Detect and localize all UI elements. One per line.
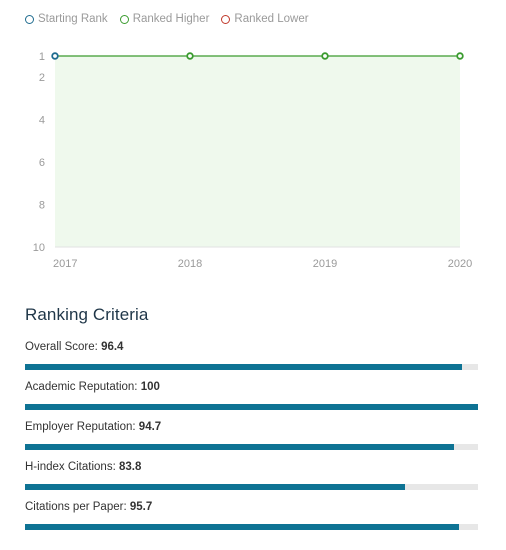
criterion-employer-reputation: Employer Reputation: 94.7 — [25, 420, 478, 460]
ranking-criteria-list: Overall Score: 96.4 Academic Reputation:… — [25, 340, 478, 540]
score-bar-track — [25, 524, 478, 530]
x-tick-label: 2020 — [448, 258, 472, 270]
score-bar-track — [25, 444, 478, 450]
criterion-label: Academic Reputation: — [25, 381, 138, 393]
criterion-score: 83.8 — [118, 461, 142, 473]
rank-history-chart: 1 2 4 6 8 10 2017 2018 2019 2020 — [33, 51, 472, 270]
score-bar-track — [25, 364, 478, 370]
criterion-label: Overall Score: — [25, 341, 98, 353]
criterion-h-index-citations: H-index Citations: 83.8 — [25, 460, 478, 500]
x-tick-label: 2019 — [313, 258, 337, 270]
y-tick-label: 4 — [39, 115, 45, 127]
rank-point-2020[interactable] — [456, 52, 464, 60]
score-bar-fill — [25, 444, 454, 450]
criterion-label: Employer Reputation: — [25, 421, 136, 433]
legend-label-ranked-lower: Ranked Lower — [234, 13, 309, 25]
y-tick-label: 8 — [39, 200, 45, 212]
score-bar-fill — [25, 524, 459, 530]
criterion-label: H-index Citations: — [25, 461, 116, 473]
plot-area — [55, 56, 460, 247]
y-tick-label: 2 — [39, 72, 45, 84]
criterion-score: 96.4 — [101, 341, 124, 353]
x-tick-label: 2018 — [178, 258, 202, 270]
rank-point-2018[interactable] — [186, 52, 194, 60]
chart-legend: Starting Rank Ranked Higher Ranked Lower — [25, 11, 309, 27]
criterion-academic-reputation: Academic Reputation: 100 — [25, 380, 478, 420]
ranked-lower-marker-icon — [221, 14, 231, 24]
starting-rank-marker-icon — [25, 14, 34, 24]
legend-item-ranked-higher[interactable]: Ranked Higher — [119, 13, 210, 25]
criterion-score: 100 — [140, 381, 160, 393]
score-bar-fill — [25, 364, 462, 370]
score-bar-fill — [25, 404, 478, 410]
legend-label-ranked-higher: Ranked Higher — [132, 13, 210, 25]
criterion-score: 94.7 — [138, 421, 162, 433]
x-tick-label: 2017 — [53, 258, 77, 270]
y-tick-label: 6 — [39, 157, 45, 169]
rank-point-2017[interactable] — [51, 52, 59, 60]
criterion-label: Citations per Paper: — [25, 501, 127, 513]
criterion-overall-score: Overall Score: 96.4 — [25, 340, 478, 380]
y-tick-label: 1 — [39, 51, 45, 63]
rank-point-2019[interactable] — [321, 52, 329, 60]
ranking-criteria-title: Ranking Criteria — [25, 305, 149, 324]
criterion-score: 95.7 — [129, 501, 153, 513]
legend-item-ranked-lower[interactable]: Ranked Lower — [221, 13, 309, 25]
score-bar-track — [25, 404, 478, 410]
score-bar-fill — [25, 484, 405, 490]
criterion-citations-per-paper: Citations per Paper: 95.7 — [25, 500, 478, 540]
legend-label-starting-rank: Starting Rank — [38, 13, 108, 25]
y-tick-label: 10 — [33, 242, 45, 254]
legend-item-starting-rank[interactable]: Starting Rank — [25, 13, 108, 25]
ranked-higher-marker-icon — [119, 14, 129, 24]
score-bar-track — [25, 484, 478, 490]
